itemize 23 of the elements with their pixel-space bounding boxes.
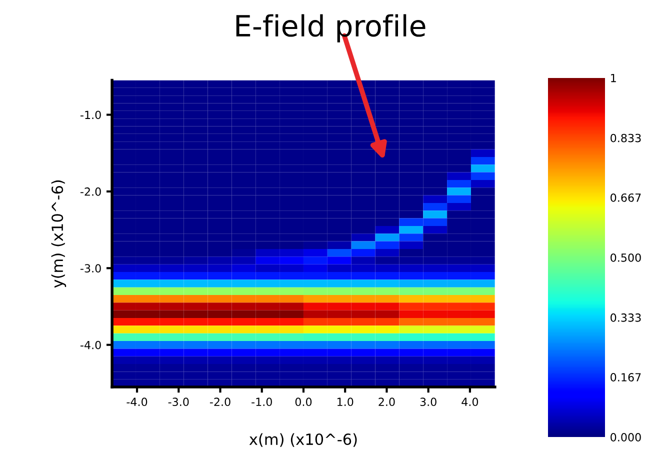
x-tick-label: 4.0 bbox=[462, 398, 478, 406]
color-bar-label: 0.667 bbox=[610, 193, 641, 202]
y-tick-label: -4.0 bbox=[80, 340, 101, 350]
color-bar-label: 1 bbox=[611, 74, 616, 82]
x-tick-label: 1.0 bbox=[337, 398, 354, 406]
y-tick-label: -3.0 bbox=[80, 264, 101, 273]
color-bar-label: 0.333 bbox=[610, 313, 641, 322]
x-tick-label: -3.0 bbox=[168, 398, 189, 406]
color-bar-label: 0.000 bbox=[610, 433, 641, 442]
color-bar-label: 0.833 bbox=[610, 134, 641, 142]
color-bar-label: 0.500 bbox=[610, 253, 641, 262]
x-tick-label: 2.0 bbox=[378, 398, 395, 406]
x-tick-label: -4.0 bbox=[126, 398, 148, 406]
x-axis-title: x(m) (x10^-6) bbox=[249, 433, 357, 447]
y-tick-label: -2.0 bbox=[80, 187, 101, 196]
text: E-field profile bbox=[236, 14, 426, 42]
x-tick-label: -1.0 bbox=[252, 398, 272, 406]
color-bar-label: 0.167 bbox=[610, 373, 641, 382]
x-tick-label: -2.0 bbox=[210, 398, 230, 406]
y-axis-title: y(m) (x10^-6) bbox=[51, 180, 66, 288]
x-tick-label: 3.0 bbox=[420, 398, 436, 406]
y-tick-label: -1.0 bbox=[80, 110, 101, 120]
x-tick-label: 0.0 bbox=[295, 398, 312, 406]
